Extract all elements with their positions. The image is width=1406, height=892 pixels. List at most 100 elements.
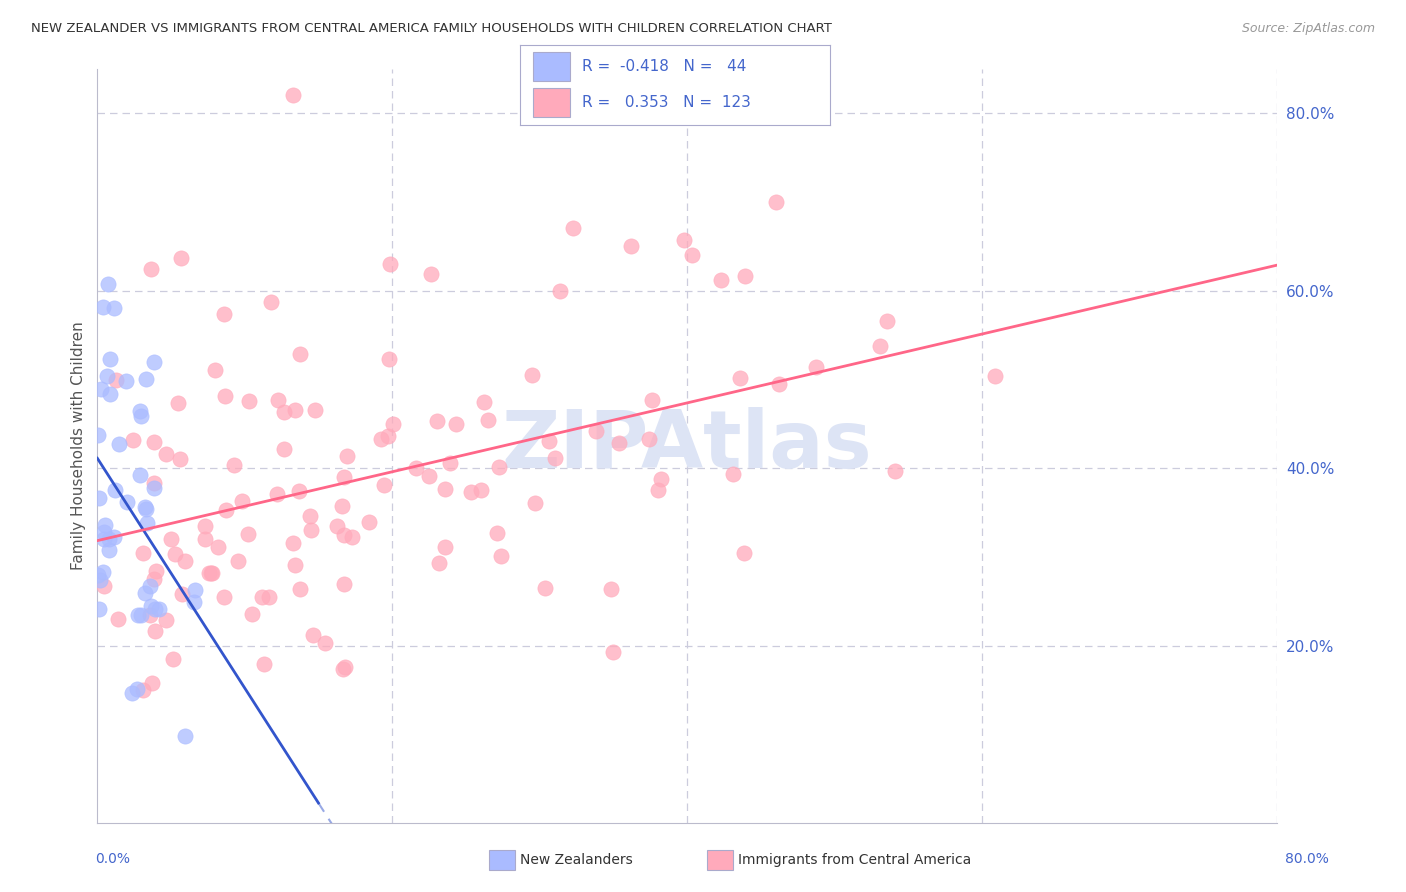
Point — [93, 579, 115, 593]
Point — [87, 602, 110, 616]
Point — [139, 579, 162, 593]
Point — [420, 267, 443, 281]
Point — [728, 371, 751, 385]
Point — [184, 583, 207, 598]
Point — [226, 554, 249, 568]
Point — [143, 602, 166, 616]
Point — [104, 373, 127, 387]
Point — [548, 284, 571, 298]
Point — [201, 566, 224, 580]
Point — [93, 300, 115, 314]
Point — [333, 469, 356, 483]
Point — [200, 566, 222, 581]
Point — [96, 368, 118, 383]
Point — [242, 607, 264, 622]
Point — [523, 496, 546, 510]
Point — [143, 624, 166, 639]
Point — [143, 354, 166, 368]
Point — [721, 467, 744, 482]
Point — [131, 683, 153, 698]
Point — [231, 493, 253, 508]
Point — [333, 576, 356, 591]
Point — [299, 523, 322, 537]
Point — [641, 392, 664, 407]
Y-axis label: Family Households with Children: Family Households with Children — [72, 322, 86, 570]
Point — [129, 467, 152, 482]
Point — [290, 347, 312, 361]
Point — [682, 248, 704, 262]
Point — [765, 194, 787, 209]
Point — [103, 530, 125, 544]
Point — [122, 433, 145, 447]
Point — [142, 481, 165, 495]
Text: New Zealanders: New Zealanders — [520, 853, 633, 867]
Point — [135, 516, 157, 530]
Point — [114, 374, 136, 388]
Point — [212, 590, 235, 604]
Point — [267, 392, 290, 407]
Point — [135, 372, 157, 386]
Point — [538, 434, 561, 448]
Point — [139, 599, 162, 614]
Point — [620, 239, 643, 253]
Point — [444, 417, 467, 431]
Point — [104, 483, 127, 497]
Point — [600, 582, 623, 597]
Point — [145, 564, 167, 578]
Point — [250, 590, 273, 604]
Point — [876, 314, 898, 328]
Point — [340, 530, 363, 544]
Point — [141, 676, 163, 690]
Text: 0.0%: 0.0% — [96, 852, 131, 866]
Point — [373, 477, 395, 491]
Point — [93, 532, 115, 546]
Point — [405, 461, 427, 475]
Text: ZIPAtlas: ZIPAtlas — [502, 407, 872, 485]
Point — [107, 612, 129, 626]
Point — [91, 565, 114, 579]
Point — [284, 403, 307, 417]
Text: R =  -0.418   N =   44: R = -0.418 N = 44 — [582, 59, 747, 74]
Point — [299, 508, 322, 523]
Point — [434, 540, 457, 554]
Point — [370, 432, 392, 446]
Point — [377, 351, 399, 366]
Point — [125, 681, 148, 696]
Point — [491, 549, 513, 563]
Point — [129, 404, 152, 418]
Text: Source: ZipAtlas.com: Source: ZipAtlas.com — [1241, 22, 1375, 36]
Point — [983, 369, 1005, 384]
Point — [330, 499, 353, 513]
Point — [169, 452, 191, 467]
Point — [155, 613, 177, 627]
Text: Immigrants from Central America: Immigrants from Central America — [738, 853, 972, 867]
Point — [380, 257, 402, 271]
Point — [162, 652, 184, 666]
Point — [460, 484, 482, 499]
Point — [710, 273, 733, 287]
Point — [768, 376, 790, 391]
Point — [167, 396, 190, 410]
Point — [170, 251, 193, 265]
Point — [117, 494, 139, 508]
Point — [284, 558, 307, 572]
Point — [198, 566, 221, 581]
Point — [134, 500, 156, 514]
Point — [98, 542, 121, 557]
Point — [638, 432, 661, 446]
Point — [103, 301, 125, 316]
Point — [304, 403, 326, 417]
Point — [332, 662, 354, 676]
Point — [98, 387, 121, 401]
Point — [474, 395, 496, 409]
Point — [333, 527, 356, 541]
Point — [159, 532, 181, 546]
Point — [204, 362, 226, 376]
Point — [127, 607, 149, 622]
Point — [194, 518, 217, 533]
Point — [174, 554, 197, 568]
Point — [650, 471, 672, 485]
Text: NEW ZEALANDER VS IMMIGRANTS FROM CENTRAL AMERICA FAMILY HOUSEHOLDS WITH CHILDREN: NEW ZEALANDER VS IMMIGRANTS FROM CENTRAL… — [31, 22, 832, 36]
Point — [485, 526, 508, 541]
Point — [134, 586, 156, 600]
